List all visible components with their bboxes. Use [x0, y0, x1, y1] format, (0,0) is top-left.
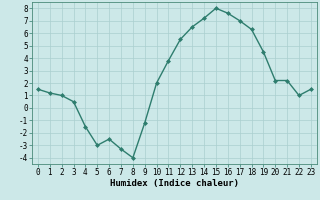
X-axis label: Humidex (Indice chaleur): Humidex (Indice chaleur) — [110, 179, 239, 188]
